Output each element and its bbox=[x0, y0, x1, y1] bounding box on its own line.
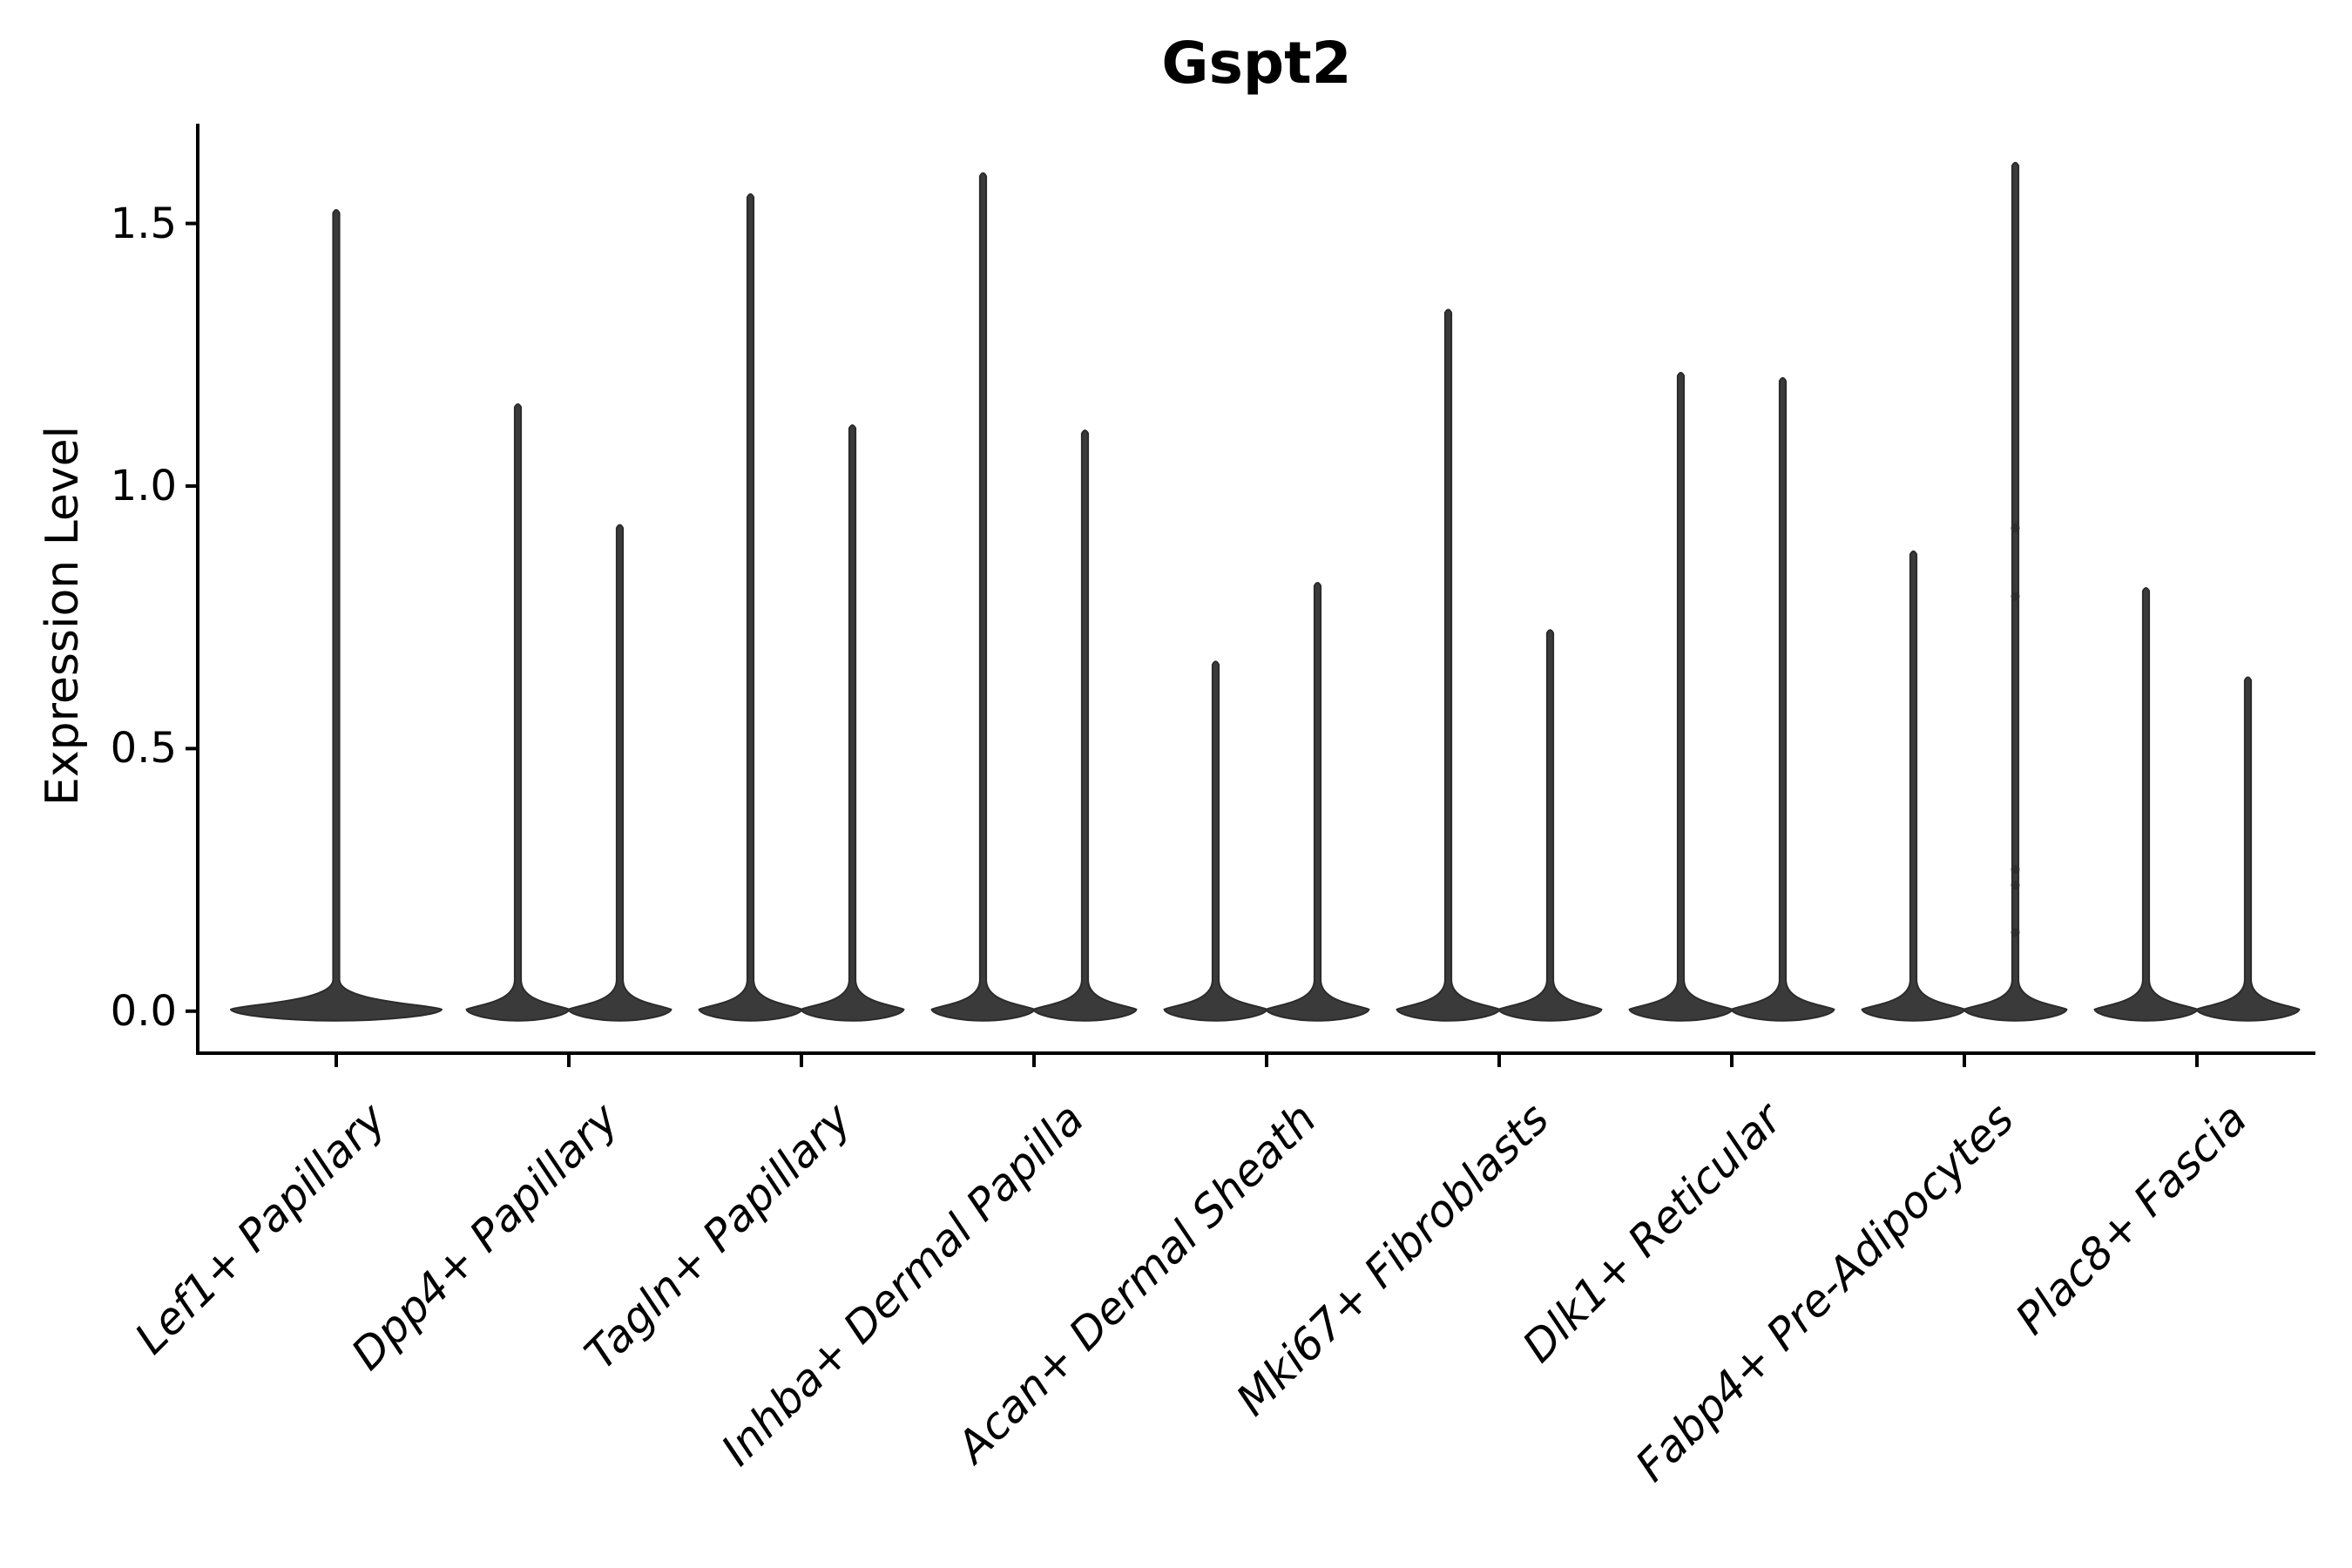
y-axis-label: Expression Level bbox=[37, 425, 89, 807]
violin bbox=[1497, 629, 1603, 1022]
violin bbox=[1265, 582, 1370, 1022]
expression-point bbox=[2011, 881, 2020, 890]
violin bbox=[2195, 676, 2301, 1022]
violin bbox=[1396, 308, 1501, 1022]
violin bbox=[1730, 376, 1835, 1022]
violin bbox=[930, 172, 1036, 1022]
y-tick-label: 1.5 bbox=[110, 199, 177, 248]
violin bbox=[2093, 587, 2199, 1022]
violin bbox=[567, 524, 672, 1022]
violin bbox=[1628, 371, 1734, 1022]
expression-point bbox=[2011, 865, 2020, 875]
violin bbox=[1032, 429, 1138, 1022]
y-tick-label: 0.5 bbox=[110, 724, 177, 774]
y-tick-label: 0.0 bbox=[110, 986, 177, 1036]
violin bbox=[800, 424, 905, 1022]
y-tick-label: 1.0 bbox=[110, 461, 177, 510]
violin bbox=[1861, 550, 1966, 1022]
expression-point bbox=[2011, 524, 2020, 533]
expression-point bbox=[2011, 928, 2020, 937]
expression-point bbox=[2011, 591, 2020, 601]
violin bbox=[230, 209, 443, 1022]
violin bbox=[1963, 161, 2068, 1022]
chart-title: Gspt2 bbox=[1161, 30, 1352, 97]
violin bbox=[465, 403, 571, 1022]
violin bbox=[698, 193, 803, 1022]
violin bbox=[1163, 660, 1268, 1022]
